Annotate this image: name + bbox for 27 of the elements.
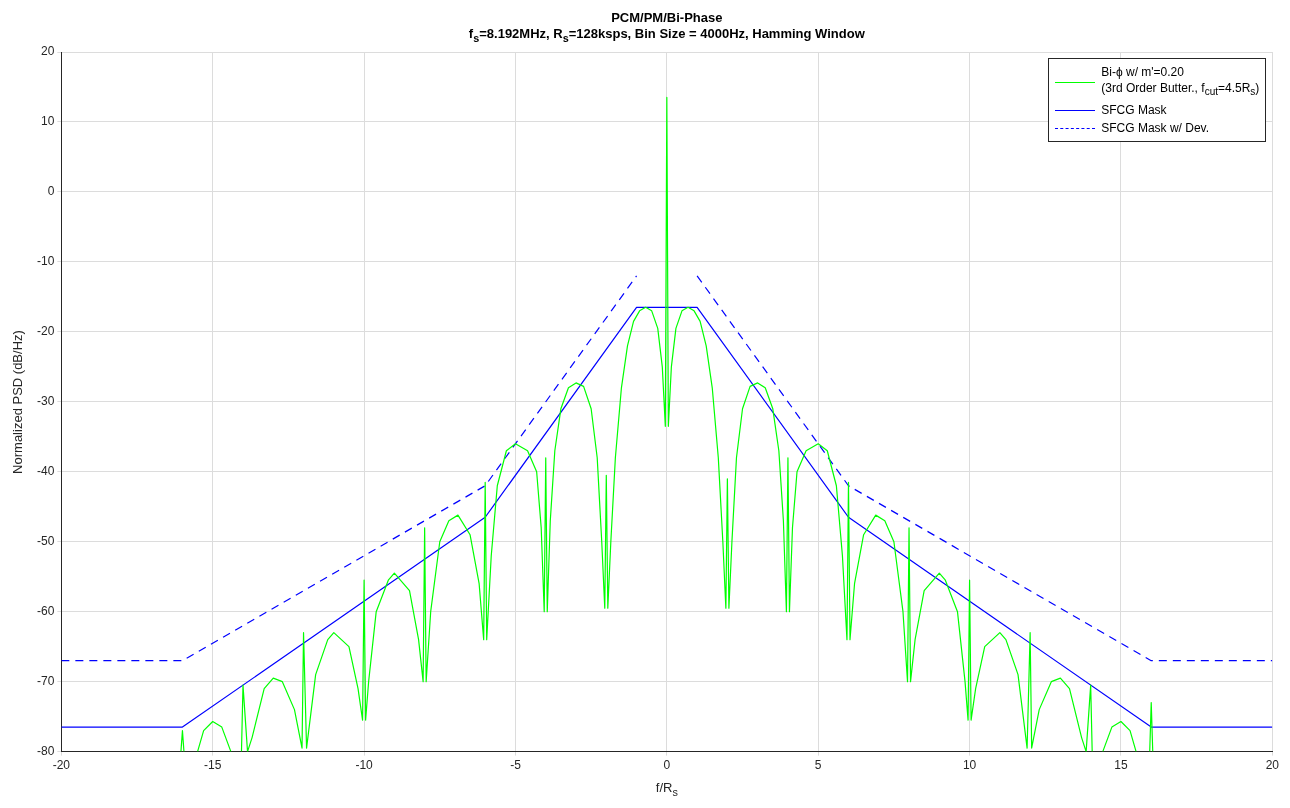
y-tick-label: -10	[37, 254, 55, 269]
legend-label: Bi-ϕ w/ m'=0.20 (3rd Order Butter., f$_{cut}$=4.5R$_{s}$)	[1101, 64, 1260, 100]
y-tick-label: -80	[37, 743, 55, 758]
y-tick-label: -50	[37, 534, 55, 549]
chart-title: PCM/PM/Bi-Phase	[610, 10, 724, 26]
y-axis-title: Normalized PSD (dB/Hz)	[10, 329, 25, 474]
legend-label: SFCG Mask	[1101, 102, 1167, 119]
x-tick-label: -20	[52, 758, 71, 773]
x-tick-label: 5	[814, 758, 822, 773]
y-tick-label: -70	[37, 673, 55, 688]
y-tick-label: 10	[40, 114, 55, 129]
chart-subtitle: f$_{s}$=8.192MHz, R$_{s}$=128ksps, Bin Size = 4000Hz, Hamming Window	[467, 26, 866, 46]
x-tick-label: -10	[355, 758, 374, 773]
x-tick-label: 10	[962, 758, 977, 773]
y-tick-label: -40	[37, 464, 55, 479]
x-axis-title: f/R$_{s}$	[654, 780, 679, 798]
x-tick-label: 20	[1265, 758, 1280, 773]
x-tick-label: 15	[1114, 758, 1128, 773]
x-tick-label: -5	[510, 758, 522, 773]
y-tick-label: -60	[37, 603, 55, 618]
x-tick-label: -15	[204, 758, 222, 773]
y-tick-label: -20	[37, 324, 55, 339]
y-tick-label: 0	[47, 184, 55, 199]
x-tick-label: 0	[663, 758, 671, 773]
y-tick-label: 20	[40, 44, 55, 59]
legend-label: SFCG Mask w/ Dev.	[1101, 120, 1210, 137]
y-tick-label: -30	[37, 394, 55, 409]
